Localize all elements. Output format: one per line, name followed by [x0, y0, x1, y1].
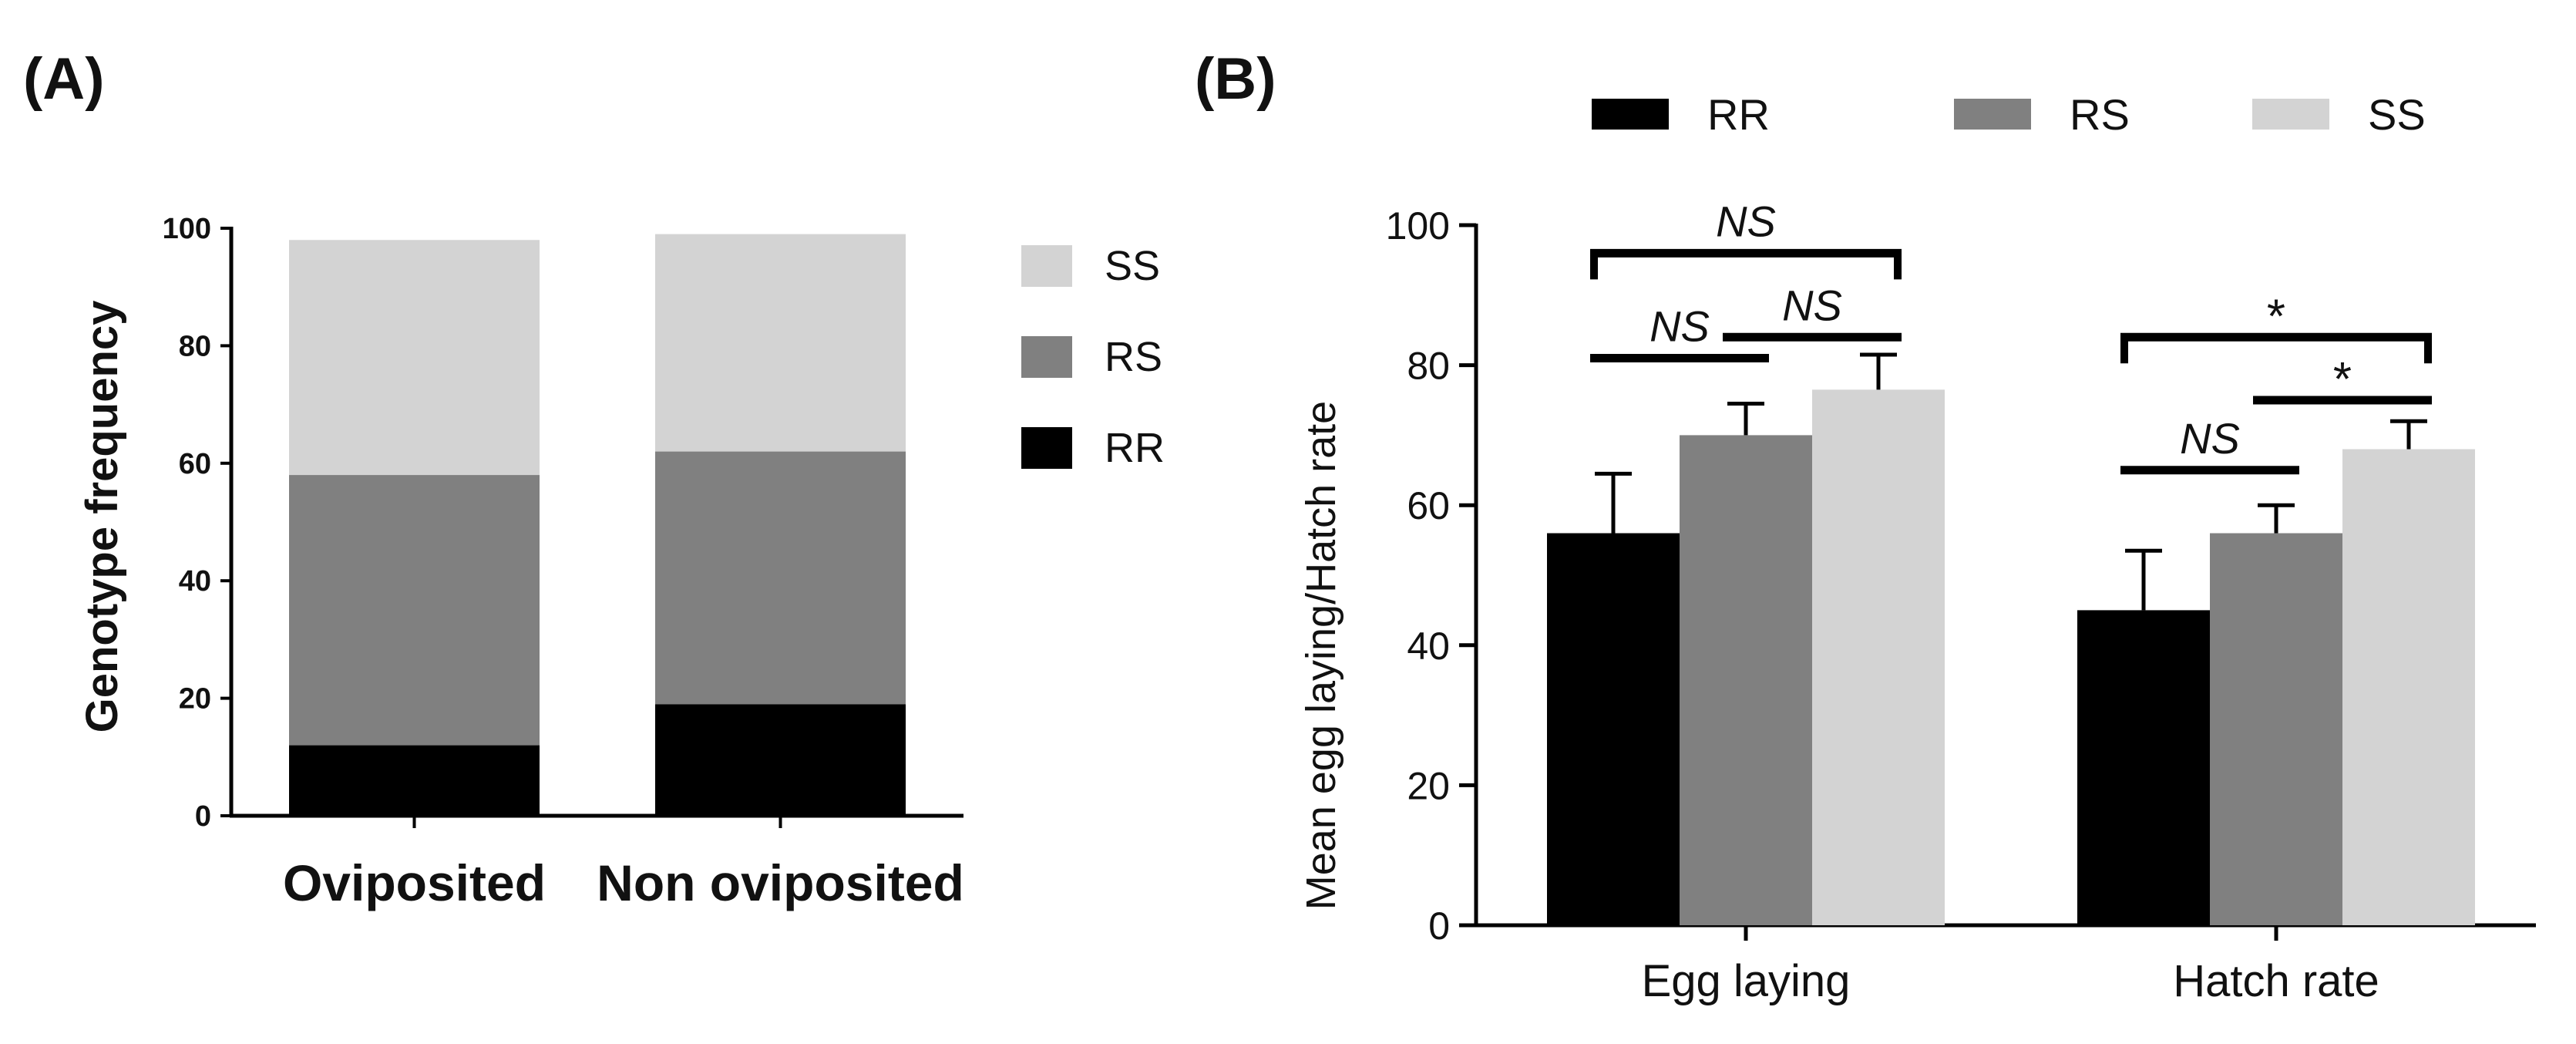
panel-b-significance-label: NS: [1716, 197, 1776, 245]
panel-a-bar-oviposited-rr: [289, 745, 540, 816]
panel-b-significance-label: *: [2333, 353, 2352, 406]
panel-a-legend-swatch-ss: [1021, 245, 1072, 287]
panel-b-bar-egg-laying-ss: [1812, 389, 1945, 925]
panel-a-bar-non-oviposited-ss: [655, 234, 906, 452]
panel-b-significance-5: *: [2253, 353, 2432, 406]
panel-b-significance-3: *: [2120, 290, 2432, 364]
panel-a-x-tick-label: Oviposited: [283, 854, 546, 911]
panel-a-y-tick-label: 40: [179, 565, 211, 598]
panel-b-significance-0: NS: [1590, 197, 1902, 280]
panel-b-significance-label: NS: [1782, 281, 1842, 329]
panel-b-y-tick-label: 60: [1407, 484, 1450, 527]
panel-a-bar-non-oviposited-rs: [655, 451, 906, 705]
panel-b-legend: RR RS SS: [1592, 90, 2426, 139]
panel-b-bar-hatch-rate-rr: [2077, 610, 2210, 925]
panel-a-y-tick-label: 100: [163, 213, 211, 245]
panel-a-bar-non-oviposited-rr: [655, 704, 906, 816]
panel-a-x-tick-label: Non oviposited: [597, 854, 964, 911]
panel-b-bar-hatch-rate-ss: [2342, 449, 2475, 925]
panel-b-significance-2: NS: [1723, 281, 1902, 342]
panel-a: (A) 0 20 40 60 80 100 Oviposited Non oviposited…: [23, 46, 1165, 911]
panel-b-x-tick-label: Hatch rate: [2173, 956, 2379, 1006]
panel-b-significance-label: *: [2267, 290, 2285, 343]
panel-b: (B) RR RS SS 0 20 40 60 80 100 Egg laying Hatch r…: [1195, 46, 2536, 1006]
panel-b-significance-1: NS: [1590, 302, 1769, 363]
panel-b-legend-label-ss: SS: [2368, 90, 2426, 139]
panel-b-bar-egg-laying-rr: [1547, 533, 1680, 925]
panel-a-legend: SS RS RR: [1021, 243, 1165, 471]
panel-b-legend-label-rs: RS: [2070, 90, 2130, 139]
panel-a-legend-swatch-rr: [1021, 427, 1072, 469]
panel-a-label: (A): [23, 46, 105, 112]
panel-a-legend-swatch-rs: [1021, 336, 1072, 378]
panel-a-bar-oviposited-rs: [289, 475, 540, 746]
panel-b-y-tick-label: 100: [1386, 204, 1450, 248]
panel-b-y-tick-label: 40: [1407, 625, 1450, 668]
panel-b-legend-swatch-ss: [2252, 99, 2329, 130]
panel-a-y-tick-label: 60: [179, 448, 211, 480]
panel-a-y-tick-label: 0: [195, 800, 211, 833]
panel-b-legend-swatch-rs: [1954, 99, 2031, 130]
panel-b-y-tick-label: 20: [1407, 764, 1450, 807]
panel-b-bar-egg-laying-rs: [1680, 435, 1812, 925]
panel-a-y-axis-title: Genotype frequency: [77, 301, 127, 733]
panel-b-x-tick-label: Egg laying: [1642, 956, 1851, 1006]
panel-b-bar-hatch-rate-rs: [2210, 533, 2342, 925]
panel-b-significance-4: NS: [2120, 414, 2299, 475]
panel-b-y-tick-label: 80: [1407, 345, 1450, 388]
panel-a-y-tick-label: 80: [179, 330, 211, 362]
panel-a-bar-oviposited-ss: [289, 240, 540, 476]
panel-a-legend-label-ss: SS: [1105, 243, 1160, 289]
panel-b-label: (B): [1195, 46, 1276, 112]
panel-b-legend-label-rr: RR: [1707, 90, 1770, 139]
panel-a-legend-label-rs: RS: [1105, 334, 1162, 380]
panel-b-significance-label: NS: [2180, 414, 2240, 463]
panel-b-y-axis-title: Mean egg laying/Hatch rate: [1298, 401, 1344, 910]
panel-b-legend-swatch-rr: [1592, 99, 1669, 130]
panel-a-y-tick-label: 20: [179, 683, 211, 716]
panel-a-plot: 0 20 40 60 80 100 Oviposited Non oviposited: [163, 213, 964, 911]
panel-b-significance-label: NS: [1650, 302, 1710, 351]
panel-b-y-tick-label: 0: [1428, 904, 1450, 948]
panel-a-legend-label-rr: RR: [1105, 425, 1165, 471]
